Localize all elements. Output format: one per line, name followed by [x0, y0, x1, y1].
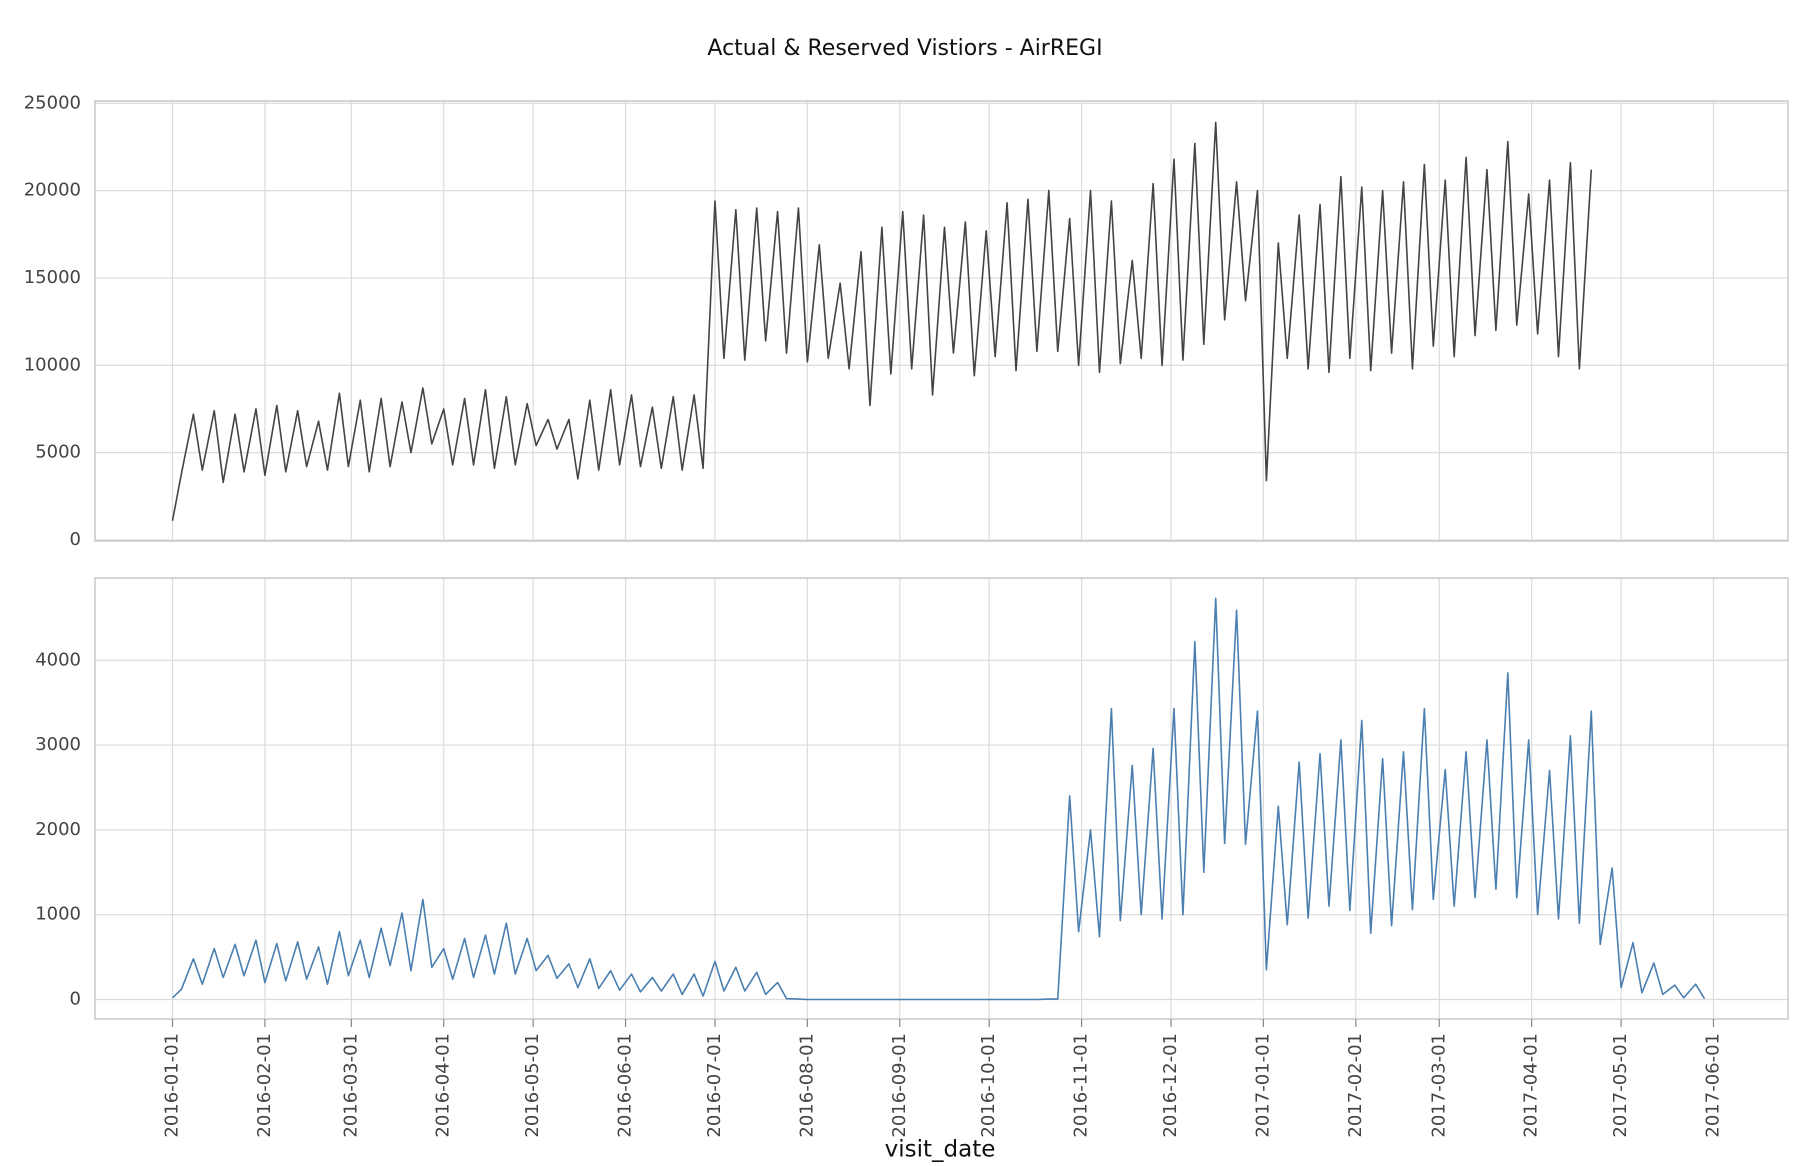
x-tick-label: 2016-10-01: [978, 1033, 999, 1138]
x-tick-label: 2017-01-01: [1252, 1033, 1273, 1138]
x-tick-label: 2016-01-01: [161, 1033, 182, 1138]
y-tick-label: 10000: [24, 354, 81, 375]
x-tick-label: 2016-05-01: [522, 1033, 543, 1138]
series-line: [171, 121, 1593, 521]
plot-frame: [94, 100, 1789, 542]
chart-title: Actual & Reserved Vistiors - AirREGI: [707, 36, 1102, 61]
y-tick-label: 0: [70, 988, 81, 1009]
x-tick-label: 2016-04-01: [433, 1033, 454, 1138]
x-tick-label: 2016-02-01: [254, 1033, 275, 1138]
x-tick-label: 2017-05-01: [1610, 1033, 1631, 1138]
y-tick-label: 3000: [35, 734, 81, 755]
x-tick-label: 2017-03-01: [1428, 1033, 1449, 1138]
y-tick-label: 4000: [35, 649, 81, 670]
series-line: [171, 597, 1706, 1001]
x-tick-label: 2017-06-01: [1702, 1033, 1723, 1138]
y-tick-label: 20000: [24, 180, 81, 201]
x-axis-label: visit_date: [885, 1137, 996, 1163]
x-tick-label: 2016-08-01: [796, 1033, 817, 1138]
y-tick-label: 1000: [35, 904, 81, 925]
x-tick-label: 2016-03-01: [340, 1033, 361, 1138]
y-tick-label: 25000: [24, 92, 81, 113]
x-tick-label: 2016-09-01: [889, 1033, 910, 1138]
x-tick-label: 2017-02-01: [1345, 1033, 1366, 1138]
y-tick-label: 2000: [35, 819, 81, 840]
plot-frame: [94, 577, 1789, 1020]
x-tick-label: 2016-12-01: [1160, 1033, 1181, 1138]
y-tick-label: 15000: [24, 267, 81, 288]
y-tick-label: 0: [70, 529, 81, 550]
x-tick-label: 2016-06-01: [615, 1033, 636, 1138]
x-tick-label: 2016-07-01: [704, 1033, 725, 1138]
x-tick-label: 2016-11-01: [1071, 1033, 1092, 1138]
x-tick-label: 2017-04-01: [1521, 1033, 1542, 1138]
y-tick-label: 5000: [35, 442, 81, 463]
